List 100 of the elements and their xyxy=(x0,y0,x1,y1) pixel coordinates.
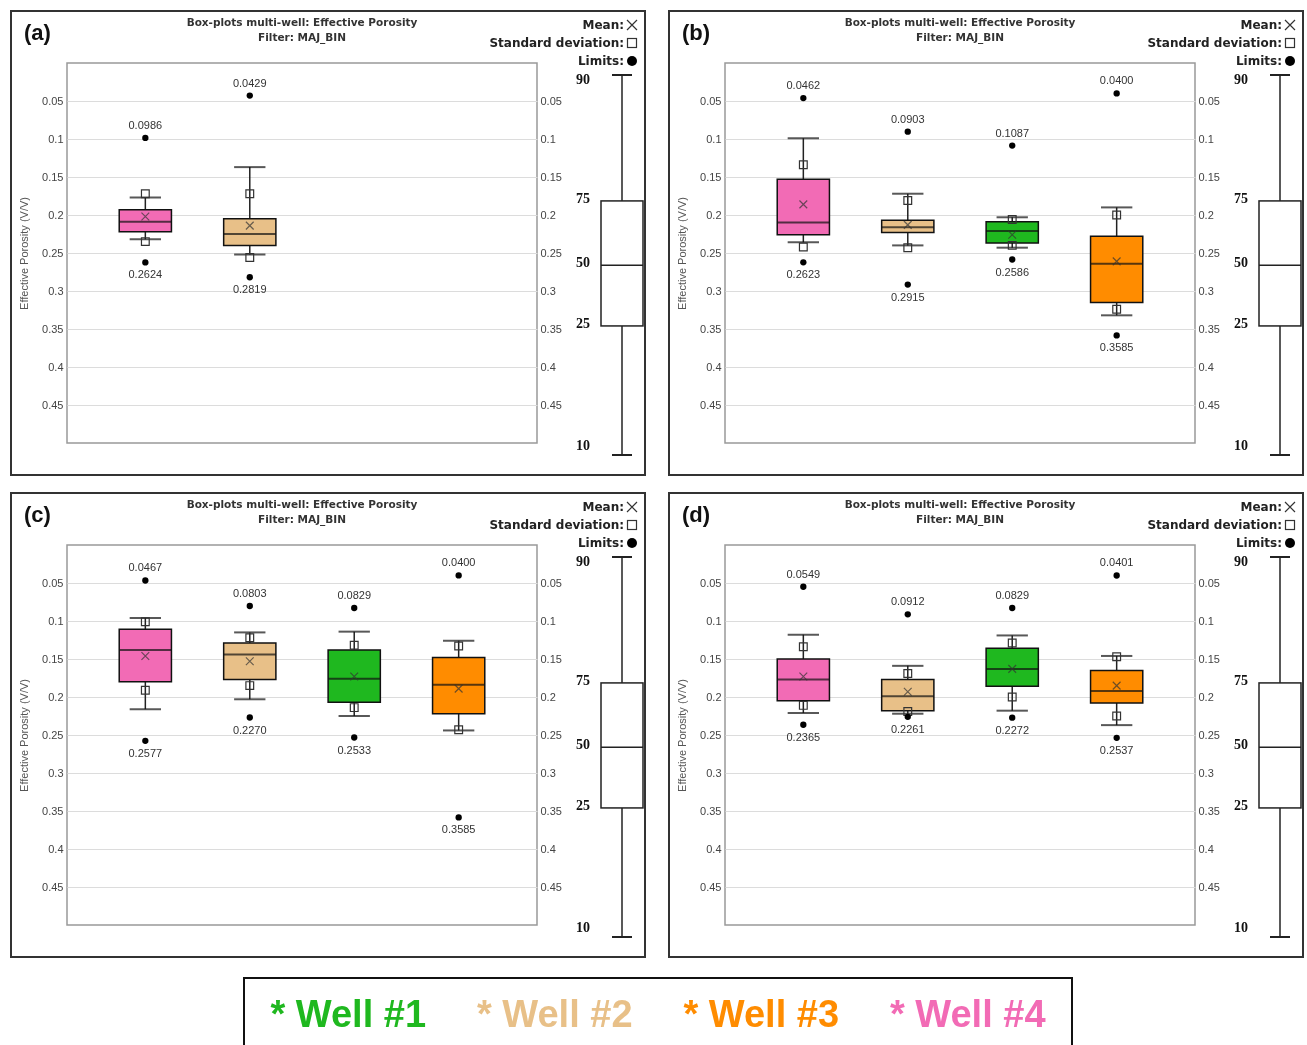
y2-tick-label: 0.4 xyxy=(1198,842,1214,855)
data-label: 0.0829 xyxy=(337,589,372,601)
y-tick-label: 0.35 xyxy=(42,322,64,335)
point xyxy=(245,681,255,691)
y-tick-label: 0.2 xyxy=(48,208,64,221)
y2-tick-label: 0.3 xyxy=(540,766,556,779)
point xyxy=(142,737,149,745)
text: 10 xyxy=(1234,438,1248,454)
point xyxy=(798,700,808,710)
text: Mean: xyxy=(1240,18,1282,32)
y-tick-label: 0.35 xyxy=(700,322,722,335)
data-label: 0.2272 xyxy=(995,723,1030,736)
data-label: 0.0803 xyxy=(232,587,267,600)
text: 25 xyxy=(1234,797,1248,814)
y2-tick-label: 0.25 xyxy=(540,728,562,741)
y-axis-title: Effective Porosity (V/V) xyxy=(675,197,688,310)
y2-tick-label: 0.25 xyxy=(1198,728,1220,741)
y2-tick-label: 0.1 xyxy=(1198,614,1214,627)
point xyxy=(800,94,807,102)
data-label: 0.0903 xyxy=(890,112,925,125)
text: Mean: xyxy=(1240,500,1282,514)
y-tick-label: 0.1 xyxy=(48,132,64,145)
y2-tick-label: 0.45 xyxy=(1198,398,1220,411)
point xyxy=(904,128,911,135)
data-label: 0.0549 xyxy=(786,567,821,580)
point xyxy=(140,237,150,247)
y2-tick-label: 0.45 xyxy=(540,398,562,411)
text: 90 xyxy=(1234,72,1248,88)
y2-tick-label: 0.35 xyxy=(1198,322,1220,335)
y2-tick-label: 0.3 xyxy=(1198,766,1214,779)
text: 25 xyxy=(1234,315,1248,332)
y2-tick-label: 0.3 xyxy=(1198,284,1214,297)
y2-tick-label: 0.2 xyxy=(1198,208,1214,221)
point xyxy=(349,703,359,713)
data-label: 0.2915 xyxy=(890,290,925,303)
y-axis-title: Effective Porosity (V/V) xyxy=(17,679,30,792)
point xyxy=(246,274,253,281)
point xyxy=(351,734,358,741)
y2-tick-label: 0.1 xyxy=(540,132,556,145)
point xyxy=(904,611,911,618)
chart-title: Box-plots multi-well: Effective Porosity xyxy=(186,16,418,28)
y2-tick-label: 0.15 xyxy=(1198,170,1220,183)
point xyxy=(246,714,253,721)
point xyxy=(1007,638,1017,648)
text: 10 xyxy=(576,920,590,936)
point xyxy=(903,706,913,716)
data-label: 0.0912 xyxy=(890,595,925,608)
text: 75 xyxy=(1234,672,1248,689)
y-tick-label: 0.05 xyxy=(42,576,64,589)
y-tick-label: 0.3 xyxy=(706,284,722,297)
text: * Well #3 xyxy=(683,992,840,1036)
chart-subtitle: Filter: MAJ_BIN xyxy=(258,30,346,44)
y-tick-label: 0.2 xyxy=(706,208,722,221)
y-tick-label: 0.1 xyxy=(48,614,64,627)
y2-tick-label: 0.2 xyxy=(540,690,556,703)
point xyxy=(142,577,149,584)
data-label: 0.0429 xyxy=(232,76,267,89)
point xyxy=(903,243,913,253)
y-tick-label: 0.1 xyxy=(706,132,722,145)
text: 25 xyxy=(576,797,590,814)
text: 75 xyxy=(576,672,590,689)
point xyxy=(246,92,253,99)
point xyxy=(800,583,807,590)
data-label: 0.3585 xyxy=(441,823,476,836)
data-label: 0.0467 xyxy=(128,561,163,574)
text: 10 xyxy=(1234,920,1248,936)
y-tick-label: 0.25 xyxy=(42,728,64,741)
y2-tick-label: 0.35 xyxy=(540,322,562,335)
y-tick-label: 0.15 xyxy=(42,170,64,183)
text: Limits: xyxy=(577,54,624,68)
y2-tick-label: 0.25 xyxy=(540,246,562,259)
data-label: 0.2586 xyxy=(995,265,1030,278)
point xyxy=(245,189,255,199)
y2-tick-label: 0.4 xyxy=(540,360,556,373)
text: 50 xyxy=(576,255,590,272)
point xyxy=(1009,142,1016,149)
data-label: 0.0400 xyxy=(441,556,476,569)
point xyxy=(454,725,464,735)
point xyxy=(903,668,913,678)
data-label: 0.0401 xyxy=(1099,556,1134,569)
data-label: 0.2624 xyxy=(128,268,163,281)
y-tick-label: 0.4 xyxy=(706,842,722,855)
point xyxy=(245,253,255,263)
y-tick-label: 0.25 xyxy=(700,728,722,741)
text: Limits: xyxy=(1235,536,1282,550)
point xyxy=(1007,215,1017,225)
data-label: 0.2270 xyxy=(232,723,267,736)
data-label: 0.2365 xyxy=(786,730,821,743)
data-label: 0.0829 xyxy=(995,589,1030,601)
point xyxy=(140,617,150,627)
y2-tick-label: 0.05 xyxy=(540,94,562,107)
text: Mean: xyxy=(582,18,624,32)
y-tick-label: 0.2 xyxy=(706,690,722,703)
data-label: 0.2623 xyxy=(786,268,821,281)
point xyxy=(454,641,464,651)
point xyxy=(140,685,150,695)
y-tick-label: 0.45 xyxy=(700,880,722,893)
y2-tick-label: 0.05 xyxy=(1198,576,1220,589)
point xyxy=(1113,90,1120,97)
y-axis-title: Effective Porosity (V/V) xyxy=(675,679,688,792)
